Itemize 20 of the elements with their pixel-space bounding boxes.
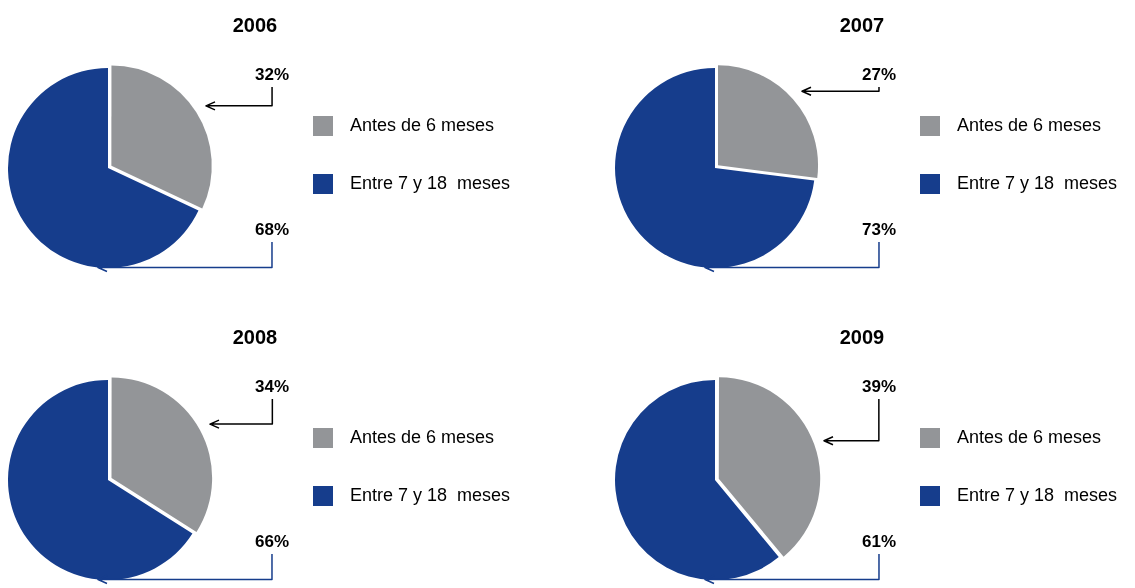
data-label: 32% <box>254 64 290 84</box>
chart-title: 2007 <box>838 14 886 37</box>
data-label: 34% <box>254 376 290 396</box>
legend-label: Antes de 6 meses <box>957 115 1102 136</box>
chart-title: 2006 <box>231 14 279 37</box>
legend-label: Entre 7 y 18 meses <box>957 173 1118 194</box>
data-label: 27% <box>861 64 897 84</box>
legend-label: Entre 7 y 18 meses <box>350 485 511 506</box>
data-label: 61% <box>861 531 897 551</box>
legend-label: Entre 7 y 18 meses <box>957 485 1118 506</box>
data-label: 39% <box>861 376 897 396</box>
chart-title: 2008 <box>231 326 279 349</box>
legend-label: Antes de 6 meses <box>957 427 1102 448</box>
legend-label: Entre 7 y 18 meses <box>350 173 511 194</box>
data-label: 66% <box>254 531 290 551</box>
legend-label: Antes de 6 meses <box>350 427 495 448</box>
chart-title: 2009 <box>838 326 886 349</box>
data-label: 68% <box>254 219 290 239</box>
legend-label: Antes de 6 meses <box>350 115 495 136</box>
data-label: 73% <box>861 219 897 239</box>
